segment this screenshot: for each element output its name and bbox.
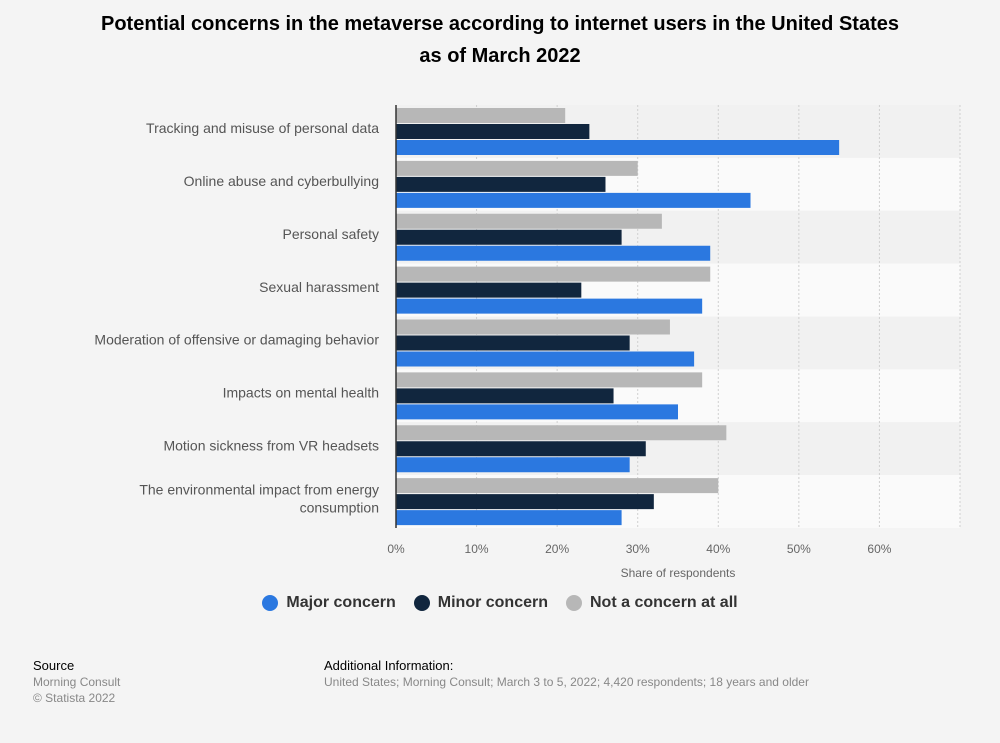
- bar: [396, 494, 654, 510]
- bar: [396, 266, 711, 282]
- bar: [396, 478, 719, 494]
- title-line-1: Potential concerns in the metaverse acco…: [101, 13, 899, 35]
- x-tick-label: 30%: [626, 542, 650, 556]
- chart-legend: Major concern Minor concern Not a concern …: [0, 594, 1000, 612]
- additional-info-heading: Additional Information:: [324, 658, 454, 673]
- category-label: consumption: [300, 499, 379, 515]
- bar: [396, 457, 630, 473]
- bar-chart: Tracking and misuse of personal data Onli…: [94, 105, 961, 580]
- bar: [396, 510, 622, 526]
- copyright: © Statista 2022: [33, 691, 116, 705]
- category-label: Moderation of offensive or damaging beha…: [94, 332, 379, 348]
- bar: [396, 319, 670, 335]
- bar: [396, 245, 711, 261]
- bar: [396, 160, 638, 176]
- additional-info-text: United States; Morning Consult; March 3 …: [324, 675, 809, 689]
- bar: [396, 441, 646, 457]
- chart-title: Potential concerns in the metaverse acco…: [60, 8, 940, 72]
- title-line-2: as of March 2022: [419, 45, 581, 67]
- bar: [396, 282, 582, 298]
- bar: [396, 388, 614, 404]
- additional-info-block: Additional Information: United States; M…: [324, 658, 809, 690]
- bar: [396, 372, 703, 388]
- category-label: Tracking and misuse of personal data: [146, 120, 379, 136]
- x-tick-label: 50%: [787, 542, 811, 556]
- legend-item[interactable]: Major concern: [262, 594, 396, 612]
- category-label: Online abuse and cyberbullying: [184, 173, 379, 189]
- bar: [396, 108, 566, 123]
- bar: [396, 192, 751, 208]
- bar: [396, 298, 703, 314]
- bar: [396, 176, 606, 192]
- source-heading: Source: [33, 658, 75, 673]
- category-label: Sexual harassment: [259, 279, 379, 295]
- legend-swatch: [262, 595, 279, 611]
- category-label: The environmental impact from energy: [139, 481, 379, 497]
- legend-item[interactable]: Not a concern at all: [566, 594, 738, 612]
- category-label: Motion sickness from VR headsets: [163, 437, 379, 453]
- bar: [396, 404, 678, 420]
- x-axis-label: Share of respondents: [621, 566, 736, 580]
- legend-label: Minor concern: [437, 594, 548, 611]
- x-tick-label: 20%: [545, 542, 569, 556]
- legend-item[interactable]: Minor concern: [413, 594, 548, 612]
- x-tick-label: 60%: [867, 542, 891, 556]
- x-tick-label: 10%: [465, 542, 489, 556]
- bar: [396, 351, 695, 367]
- source-name: Morning Consult: [33, 675, 121, 689]
- legend-swatch: [413, 595, 430, 611]
- bar: [396, 425, 727, 441]
- x-tick-label: 0%: [387, 542, 405, 556]
- category-label: Personal safety: [283, 226, 380, 242]
- bar: [396, 124, 590, 139]
- bar: [396, 335, 630, 351]
- legend-label: Major concern: [286, 594, 396, 611]
- bar: [396, 229, 622, 245]
- legend-label: Not a concern at all: [590, 594, 738, 611]
- category-label: Impacts on mental health: [223, 385, 379, 401]
- bar: [396, 140, 840, 155]
- x-tick-label: 40%: [706, 542, 730, 556]
- source-block: Source Morning Consult © Statista 2022: [33, 658, 120, 706]
- bar: [396, 213, 662, 229]
- legend-swatch: [566, 595, 582, 611]
